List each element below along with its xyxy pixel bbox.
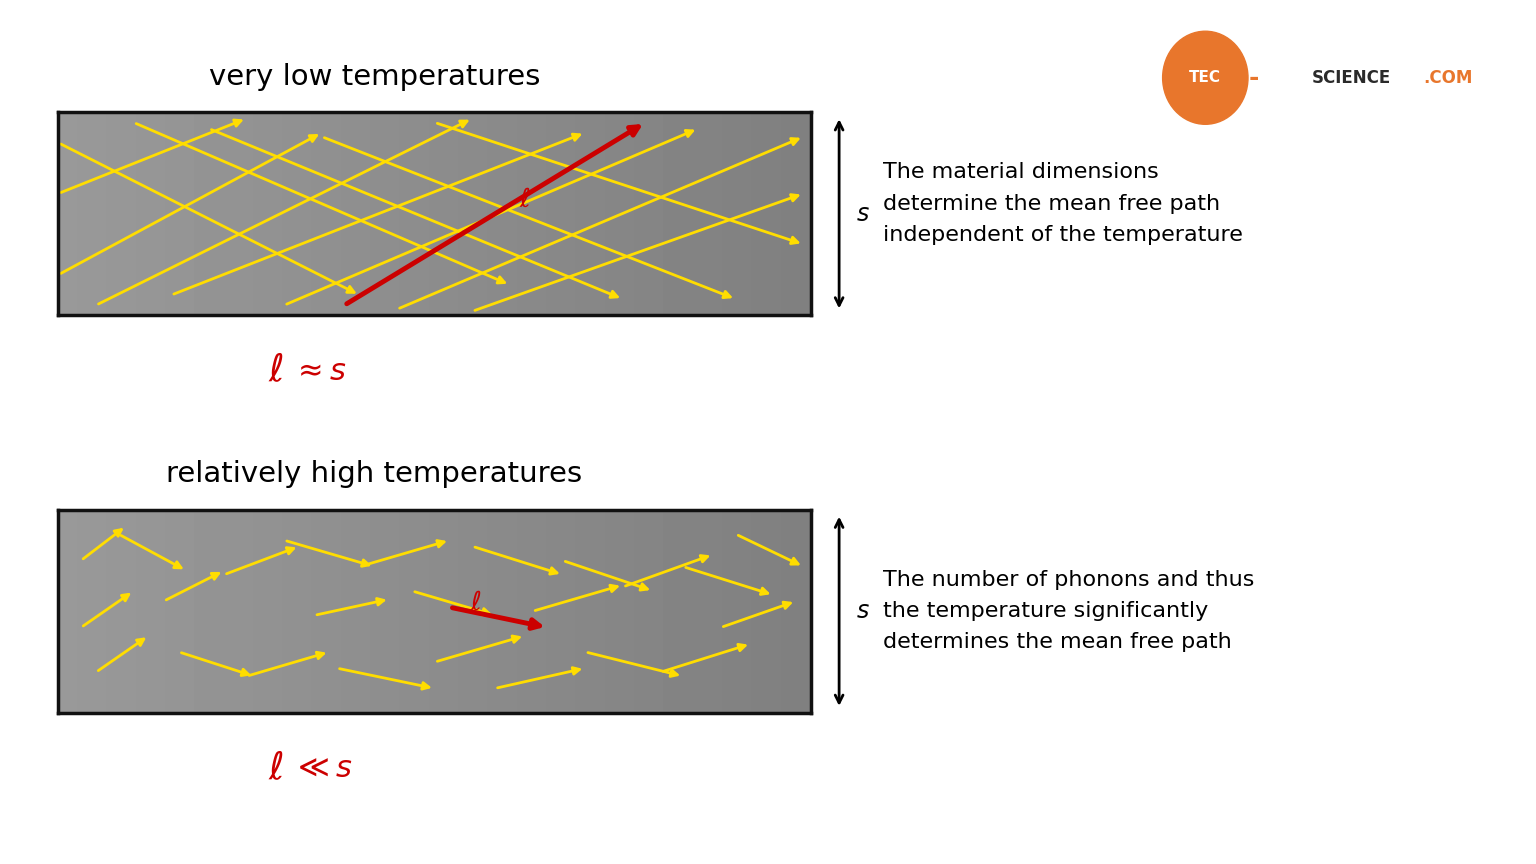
Text: s: s xyxy=(857,202,869,226)
Text: $\ell$: $\ell$ xyxy=(519,187,531,213)
Text: The material dimensions
determine the mean free path
independent of the temperat: The material dimensions determine the me… xyxy=(883,162,1243,245)
Text: $\approx s$: $\approx s$ xyxy=(292,357,347,386)
Text: $\ell$: $\ell$ xyxy=(269,751,284,787)
Text: relatively high temperatures: relatively high temperatures xyxy=(166,461,582,488)
Text: The number of phonons and thus
the temperature significantly
determines the mean: The number of phonons and thus the tempe… xyxy=(883,570,1255,652)
Circle shape xyxy=(1163,31,1249,124)
Text: $\ll s$: $\ll s$ xyxy=(292,754,353,784)
Text: $\ell$: $\ell$ xyxy=(470,590,482,616)
FancyBboxPatch shape xyxy=(819,510,877,713)
Text: -: - xyxy=(1249,66,1260,90)
Text: TEC: TEC xyxy=(1189,70,1221,86)
Text: .COM: .COM xyxy=(1424,69,1473,86)
Text: s: s xyxy=(857,600,869,623)
Text: very low temperatures: very low temperatures xyxy=(209,63,541,91)
Text: SCIENCE: SCIENCE xyxy=(1312,69,1390,86)
Text: $\ell$: $\ell$ xyxy=(269,353,284,390)
FancyBboxPatch shape xyxy=(819,112,877,315)
